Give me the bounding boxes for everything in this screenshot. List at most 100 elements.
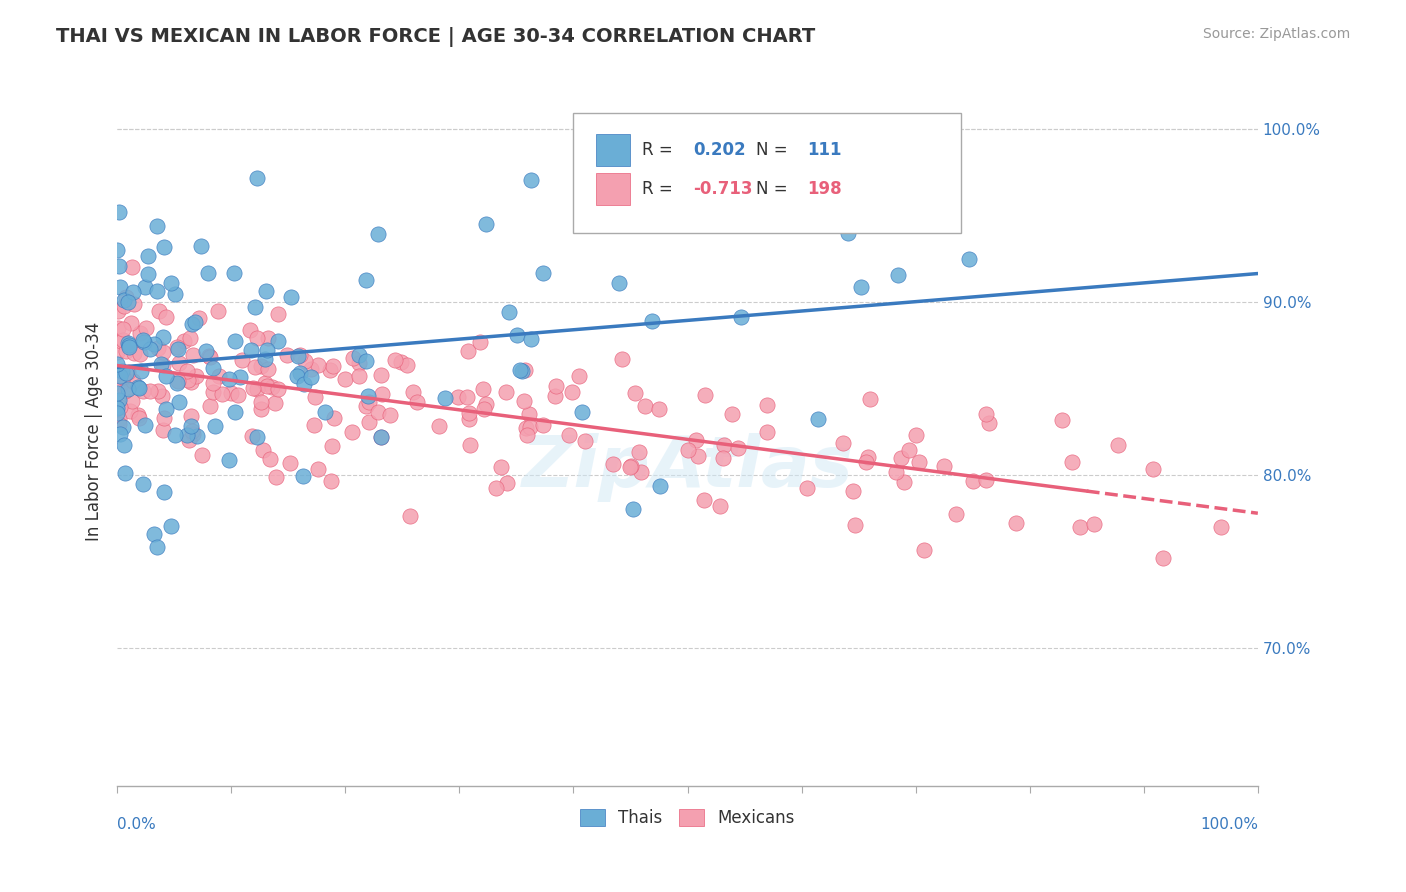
Point	[267, 382, 290, 396]
Point	[114, 384, 136, 398]
Point	[349, 348, 371, 362]
Point	[498, 305, 520, 319]
Text: 0.0%: 0.0%	[117, 817, 156, 832]
Point	[180, 376, 202, 390]
Point	[890, 450, 912, 465]
Y-axis label: In Labor Force | Age 30-34: In Labor Force | Age 30-34	[86, 322, 103, 541]
Point	[110, 376, 132, 391]
Point	[204, 419, 226, 434]
Point	[188, 310, 211, 325]
Text: THAI VS MEXICAN IN LABOR FORCE | AGE 30-34 CORRELATION CHART: THAI VS MEXICAN IN LABOR FORCE | AGE 30-…	[56, 27, 815, 46]
Point	[370, 430, 392, 444]
Point	[231, 352, 253, 367]
Point	[1060, 455, 1083, 469]
Point	[197, 266, 219, 280]
Point	[855, 455, 877, 469]
Point	[224, 266, 246, 280]
Point	[122, 345, 145, 359]
Text: -0.713: -0.713	[693, 180, 752, 198]
Point	[167, 356, 190, 370]
Point	[887, 268, 910, 282]
Bar	[596, 134, 630, 166]
Text: R =: R =	[643, 180, 678, 198]
Point	[167, 395, 190, 409]
Point	[117, 365, 139, 379]
Point	[166, 342, 188, 356]
Point	[246, 170, 269, 185]
Point	[496, 475, 519, 490]
Point	[634, 399, 657, 413]
Point	[389, 354, 412, 368]
Point	[242, 381, 264, 395]
Point	[458, 438, 481, 452]
Point	[112, 293, 135, 307]
Point	[146, 219, 169, 234]
Point	[239, 343, 262, 357]
Point	[105, 244, 128, 258]
Point	[302, 417, 325, 432]
Point	[907, 455, 929, 469]
Point	[607, 277, 630, 291]
Point	[224, 405, 246, 419]
Point	[557, 428, 579, 442]
Point	[143, 337, 166, 351]
Point	[301, 361, 323, 376]
Point	[152, 359, 174, 373]
Point	[292, 377, 315, 392]
Point	[226, 387, 249, 401]
Point	[218, 453, 240, 467]
Point	[114, 466, 136, 480]
Point	[249, 402, 271, 417]
Point	[1050, 413, 1073, 427]
Point	[259, 452, 281, 467]
Point	[107, 303, 129, 318]
Point	[335, 371, 357, 385]
Point	[166, 376, 188, 391]
Point	[713, 437, 735, 451]
Bar	[596, 173, 630, 205]
Point	[491, 460, 513, 475]
Point	[243, 300, 266, 314]
Point	[287, 349, 309, 363]
Point	[148, 341, 170, 355]
Point	[515, 421, 537, 435]
Point	[138, 384, 160, 398]
Point	[246, 331, 269, 345]
Point	[112, 419, 135, 434]
Point	[176, 364, 198, 378]
Point	[181, 317, 204, 331]
Point	[321, 440, 343, 454]
Point	[186, 369, 208, 384]
Point	[138, 342, 160, 356]
Point	[520, 173, 543, 187]
Point	[146, 384, 169, 399]
Point	[111, 364, 134, 378]
Point	[155, 402, 177, 417]
Point	[322, 359, 344, 374]
Point	[246, 382, 269, 396]
Point	[163, 286, 186, 301]
Point	[112, 372, 135, 386]
Point	[807, 412, 830, 426]
Point	[627, 445, 650, 459]
Point	[294, 354, 316, 368]
Point	[357, 388, 380, 402]
Point	[181, 424, 204, 438]
Point	[693, 388, 716, 402]
Point	[844, 517, 866, 532]
Point	[624, 386, 647, 401]
Point	[506, 328, 529, 343]
Point	[977, 417, 1000, 431]
Point	[399, 508, 422, 523]
Point	[1005, 516, 1028, 531]
Point	[152, 423, 174, 437]
Point	[693, 493, 716, 508]
Point	[354, 273, 377, 287]
Point	[180, 418, 202, 433]
Point	[105, 401, 128, 416]
Point	[475, 217, 498, 231]
Point	[117, 336, 139, 351]
Point	[266, 469, 288, 483]
Point	[264, 396, 287, 410]
Point	[108, 205, 131, 219]
